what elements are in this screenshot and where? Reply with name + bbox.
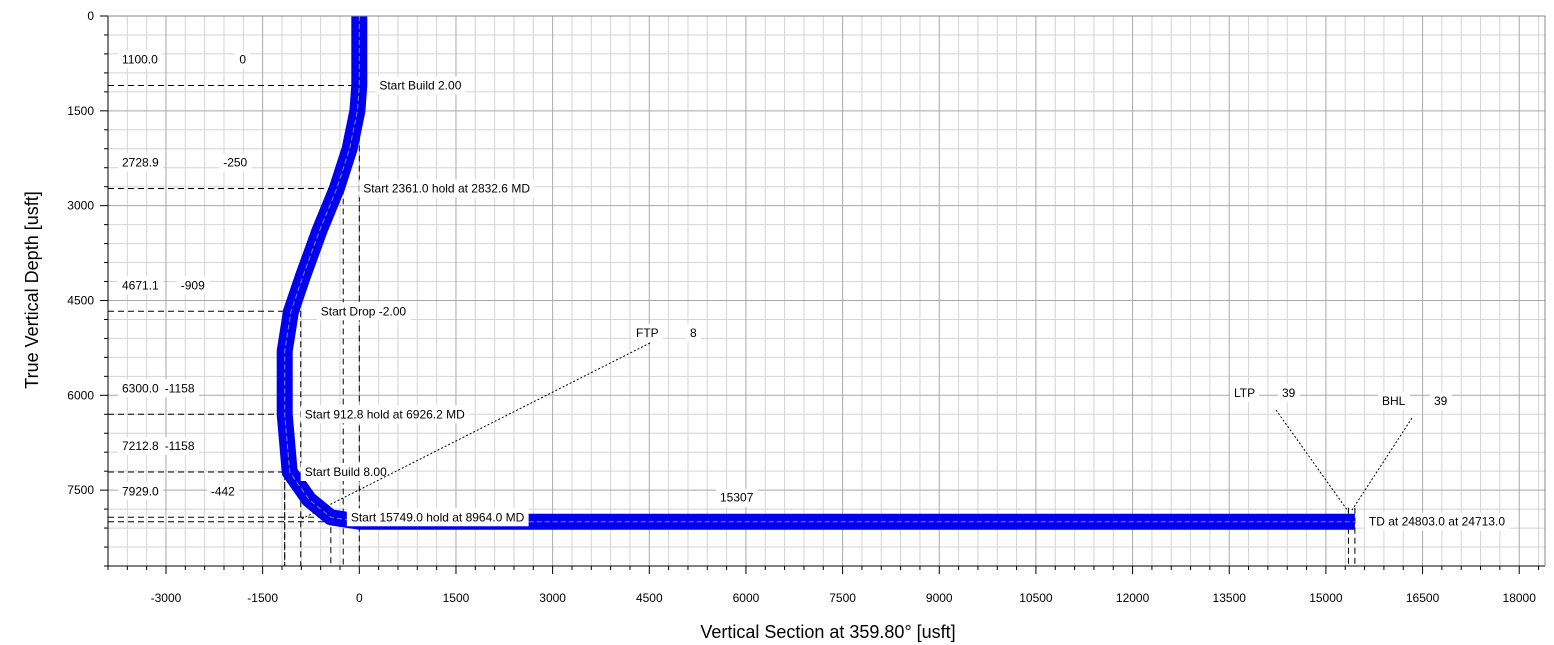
ltp-value-bg — [1278, 384, 1300, 402]
plot-area — [108, 16, 1545, 566]
marker-tvd-value: 2728.9 — [122, 156, 159, 170]
marker-label-bg — [300, 462, 392, 481]
marker-vs-value: -250 — [223, 156, 247, 170]
x-tick-label: 7500 — [829, 591, 856, 605]
ltp-leader — [1275, 409, 1349, 513]
lateral-length-label: 15307 — [720, 491, 754, 505]
x-tick-label: 18000 — [1503, 591, 1537, 605]
marker-label: Start Build 2.00 — [379, 79, 461, 93]
marker-label-bg — [300, 405, 470, 424]
x-tick-label: 1500 — [443, 591, 470, 605]
marker-tvd-value-bg — [118, 482, 164, 501]
x-tick-label: -3000 — [151, 591, 182, 605]
marker-vs-value: -1158 — [165, 439, 195, 453]
marker-label-bg — [316, 302, 411, 321]
ftp-value: 8 — [690, 326, 697, 340]
marker-tvd-value-bg — [118, 153, 164, 172]
ltp-label-bg — [1230, 384, 1260, 402]
x-tick-label: 0 — [356, 591, 363, 605]
grid — [107, 16, 1545, 567]
bhl-label-bg — [1378, 392, 1410, 410]
y-tick-label: 6000 — [67, 388, 94, 402]
bhl-leader — [1350, 417, 1413, 513]
y-tick-label: 1500 — [67, 104, 94, 118]
bhl-label: BHL — [1382, 394, 1406, 408]
y-axis-title: True Vertical Depth [usft] — [22, 191, 42, 388]
x-tick-label: 15000 — [1309, 591, 1343, 605]
marker-vs-value: 0 — [239, 53, 246, 67]
x-tick-label: 6000 — [733, 591, 760, 605]
marker-label-bg — [346, 508, 529, 527]
marker-vs-value-bg — [176, 276, 210, 295]
x-tick-label: 9000 — [926, 591, 953, 605]
marker-tvd-value: 7212.8 — [122, 439, 159, 453]
marker-vs-value-bg — [206, 482, 240, 501]
y-tick-label: 4500 — [67, 293, 94, 307]
marker-label: Start 15749.0 hold at 8964.0 MD — [351, 510, 525, 524]
marker-tvd-value: 7929.0 — [122, 484, 159, 498]
marker-tvd-value-bg — [118, 436, 164, 455]
x-tick-label: 12000 — [1116, 591, 1150, 605]
y-tick-label: 0 — [87, 9, 94, 23]
axes: -3000 -1500 0 1500 3000 4500 6000 7500 9000 10500… — [67, 9, 1546, 605]
marker-tvd-value: 6300.0 — [122, 381, 159, 395]
wellbore-center-line — [284, 16, 1355, 523]
ftp-leader — [299, 342, 651, 521]
bhl-value: 39 — [1434, 394, 1448, 408]
marker-tvd-value: 4671.1 — [122, 278, 159, 292]
marker-vs-value: -909 — [181, 278, 205, 292]
x-tick-label: 3000 — [539, 591, 566, 605]
marker-tvd-value-bg — [118, 50, 163, 69]
marker-vs-value-bg — [160, 379, 199, 398]
marker-tvd-value-bg — [118, 379, 164, 398]
y-tick-label: 3000 — [67, 199, 94, 213]
ftp-label: FTP — [636, 326, 659, 340]
x-tick-label: 16500 — [1406, 591, 1440, 605]
marker-vs-value: -1158 — [165, 381, 195, 395]
marker-tvd-value-bg — [118, 276, 164, 295]
marker-label: Start 2361.0 hold at 2832.6 MD — [363, 182, 530, 196]
marker-label-bg — [359, 179, 535, 198]
marker-vs-value: -442 — [211, 484, 235, 498]
td-label: TD at 24803.0 at 24713.0 — [1369, 515, 1505, 529]
marker-label: Start Drop -2.00 — [321, 304, 407, 318]
ltp-label: LTP — [1234, 386, 1255, 400]
x-axis-title: Vertical Section at 359.80° [usft] — [700, 622, 955, 642]
marker-label: Start Build 8.00 — [305, 465, 387, 479]
marker-label: Start 912.8 hold at 6926.2 MD — [305, 407, 465, 421]
y-tick-label: 7500 — [67, 483, 94, 497]
x-tick-label: -1500 — [247, 591, 278, 605]
wellbore — [276, 16, 1355, 530]
marker-tvd-value: 1100.0 — [122, 53, 158, 67]
bhl-value-bg — [1430, 392, 1452, 410]
lateral-length-label-bg — [716, 488, 758, 507]
ftp-value-bg — [686, 324, 701, 342]
x-tick-label: 10500 — [1019, 591, 1053, 605]
marker-vs-value-bg — [219, 153, 252, 172]
marker-vs-value-bg — [235, 50, 251, 69]
ltp-value: 39 — [1282, 386, 1296, 400]
ftp-label-bg — [632, 324, 663, 342]
marker-vs-value-bg — [160, 436, 199, 455]
x-tick-label: 13500 — [1213, 591, 1247, 605]
x-tick-label: 4500 — [636, 591, 663, 605]
marker-label-bg — [375, 76, 466, 95]
td-label-bg — [1364, 512, 1510, 531]
annotations: Start Build 2.00 1100.0 0 Start 2361.0 hold… — [118, 50, 1510, 531]
